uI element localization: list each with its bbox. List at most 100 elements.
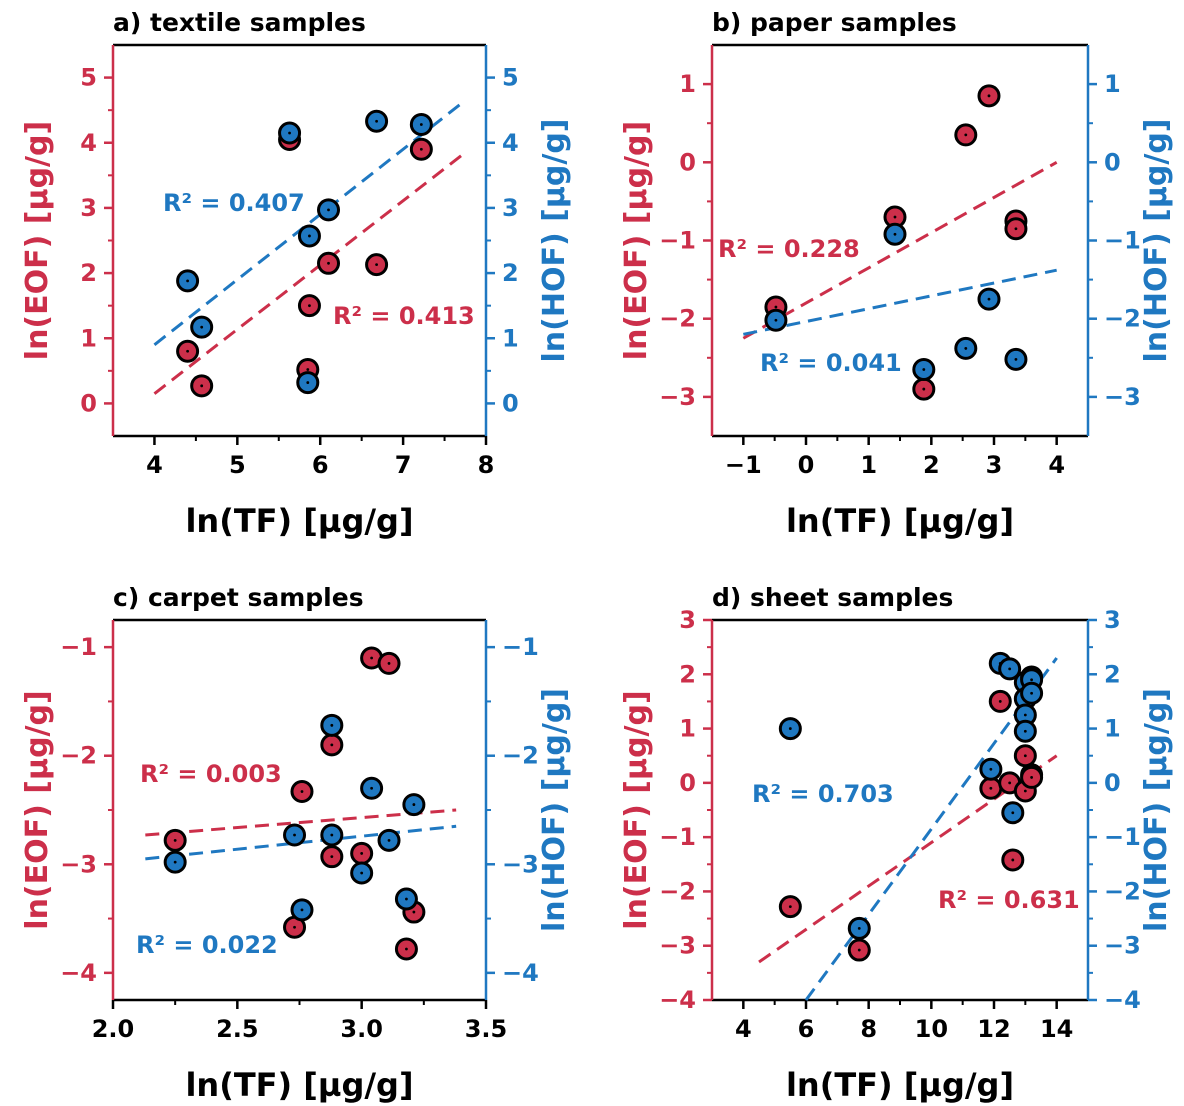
x-tick-label: 7 <box>395 451 412 479</box>
right-y-tick-label: 2 <box>502 259 519 287</box>
hof-data-point-center <box>308 234 311 238</box>
hof-data-point-center <box>330 723 334 727</box>
eof-data-point-center <box>330 743 334 747</box>
panel-title: c) carpet samples <box>113 583 364 612</box>
eof-data-point-center <box>419 147 423 151</box>
left-y-tick-label: −2 <box>659 877 696 905</box>
x-tick-label: 4 <box>146 451 163 479</box>
hof-data-point-center <box>405 897 408 901</box>
eof-data-point-center <box>788 905 792 909</box>
hof-data-point-center <box>987 297 991 301</box>
left-y-axis-label: ln(EOF) [µg/g] <box>619 121 654 360</box>
eof-data-point-center <box>387 662 391 665</box>
right-y-tick-label: −1 <box>1104 823 1141 851</box>
right-y-axis-label: ln(HOF) [µg/g] <box>1139 118 1174 362</box>
x-tick-label: 2 <box>923 451 940 479</box>
hof-data-point-center <box>1011 811 1015 815</box>
left-y-tick-label: 3 <box>679 606 696 634</box>
hof-data-point-center <box>360 871 364 875</box>
x-tick-label: 3.0 <box>340 1015 383 1043</box>
x-tick-label: 3 <box>986 451 1003 479</box>
hof-data-point-center <box>330 833 334 837</box>
left-y-tick-label: 1 <box>679 715 696 743</box>
left-y-tick-label: 5 <box>80 64 97 92</box>
left-y-tick-label: −1 <box>659 227 696 255</box>
hof-r2-annotation: R² = 0.022 <box>136 931 278 959</box>
hof-r2-annotation: R² = 0.041 <box>760 349 902 377</box>
eof-data-point-center <box>173 839 177 842</box>
eof-data-point-center <box>1014 227 1018 231</box>
left-y-tick-label: 1 <box>80 324 97 352</box>
left-y-tick-label: 2 <box>679 660 696 688</box>
eof-data-point-center <box>1023 754 1027 758</box>
left-y-tick-label: 4 <box>80 129 97 157</box>
hof-data-point-center <box>989 767 993 771</box>
panel-title: b) paper samples <box>712 8 957 37</box>
hof-data-point-center <box>1014 357 1018 361</box>
eof-data-point-center <box>857 948 861 952</box>
eof-data-point-center <box>964 133 968 137</box>
x-axis-label: ln(TF) [µg/g] <box>786 1066 1014 1104</box>
eof-data-point-center <box>186 349 190 353</box>
right-y-tick-label: 4 <box>502 129 519 157</box>
right-y-tick-label: 3 <box>1104 606 1121 634</box>
left-y-tick-label: 0 <box>80 389 97 417</box>
x-tick-label: 2.0 <box>92 1015 135 1043</box>
x-axis-label: ln(TF) [µg/g] <box>786 502 1014 540</box>
left-y-tick-label: −3 <box>60 850 97 878</box>
left-y-tick-label: −4 <box>60 959 97 987</box>
x-axis-label: ln(TF) [µg/g] <box>185 1066 413 1104</box>
left-y-tick-label: 3 <box>80 194 97 222</box>
right-y-tick-label: 1 <box>1104 70 1121 98</box>
right-y-tick-label: −2 <box>502 742 539 770</box>
right-y-tick-label: 5 <box>502 64 519 92</box>
left-y-tick-label: −4 <box>659 986 696 1014</box>
right-y-tick-label: −1 <box>502 633 539 661</box>
left-y-tick-label: −1 <box>60 633 97 661</box>
right-y-axis-label: ln(HOF) [µg/g] <box>537 118 572 362</box>
hof-data-point-center <box>922 368 926 371</box>
left-y-tick-label: −3 <box>659 932 696 960</box>
eof-data-point-center <box>293 925 296 929</box>
left-y-tick-label: 0 <box>679 769 696 797</box>
x-tick-label: 12 <box>977 1015 1010 1043</box>
eof-data-point-center <box>1008 781 1012 785</box>
hof-r2-annotation: R² = 0.703 <box>752 780 894 808</box>
right-y-tick-label: −2 <box>1104 877 1141 905</box>
right-y-tick-label: 1 <box>502 324 519 352</box>
eof-data-point-center <box>998 700 1002 703</box>
hof-data-point-center <box>387 839 391 842</box>
left-y-tick-label: 2 <box>80 259 97 287</box>
left-y-axis-label: ln(EOF) [µg/g] <box>619 690 654 929</box>
eof-data-point-center <box>987 94 991 98</box>
x-tick-label: 1 <box>860 451 877 479</box>
panel-title: d) sheet samples <box>712 583 953 612</box>
right-y-tick-label: −4 <box>502 959 539 987</box>
eof-data-point-center <box>1011 858 1015 862</box>
x-tick-label: 14 <box>1040 1015 1073 1043</box>
right-y-tick-label: −2 <box>1104 305 1141 333</box>
x-tick-label: 3.5 <box>465 1015 508 1043</box>
eof-data-point-center <box>774 305 778 309</box>
hof-data-point-center <box>200 325 204 329</box>
eof-data-point-center <box>989 786 993 790</box>
hof-fit-line <box>743 268 1057 336</box>
panel-title: a) textile samples <box>113 8 366 37</box>
right-y-tick-label: −3 <box>1104 932 1141 960</box>
hof-data-point-center <box>293 833 296 837</box>
hof-data-point-center <box>1030 691 1033 695</box>
x-tick-label: 5 <box>229 451 246 479</box>
hof-data-point-center <box>300 908 304 912</box>
eof-data-point-center <box>370 656 374 660</box>
hof-data-point-center <box>173 860 177 864</box>
eof-data-point-center <box>1030 776 1033 779</box>
eof-fit-line <box>742 160 1058 340</box>
panel-b: b) paper samples−1 0 1 2 3 4−3 −3−2 −2−1 −10 01 1l… <box>619 8 1174 540</box>
hof-data-point-center <box>1030 678 1033 682</box>
panel-a: a) textile samples 4 5 6 7 8 0 0 1 1 2 2 3 3 4 4 5 5 ln(TF… <box>20 8 572 540</box>
right-y-tick-label: −3 <box>1104 383 1141 411</box>
right-y-tick-label: 0 <box>1104 769 1121 797</box>
eof-data-point-center <box>306 368 310 371</box>
right-y-tick-label: 1 <box>1104 715 1121 743</box>
